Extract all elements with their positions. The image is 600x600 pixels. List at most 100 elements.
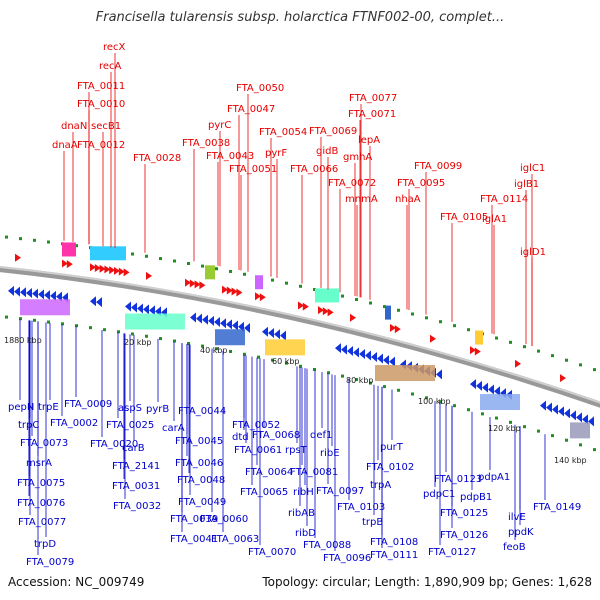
reverse-gene-label: FTA_0079	[26, 557, 74, 568]
gene-block	[265, 339, 305, 356]
tick-dot	[61, 322, 64, 326]
tick-dot	[103, 328, 106, 332]
gene-block	[255, 275, 263, 290]
forward-gene-arrow	[350, 313, 356, 322]
tick-dot	[271, 358, 274, 362]
forward-gene-arrow	[66, 260, 73, 269]
tick-dot	[313, 367, 316, 371]
reverse-gene-label: FTA_0049	[178, 497, 226, 508]
forward-gene-label: FTA_0105	[440, 212, 488, 223]
tick-dot	[509, 340, 512, 344]
kbp-tick-label: 60 kbp	[272, 357, 300, 366]
tick-dot	[5, 235, 8, 239]
tick-dot	[215, 267, 218, 271]
reverse-gene-label: FTA_0044	[178, 406, 226, 417]
reverse-gene-label: FTA_0097	[316, 486, 364, 497]
tick-dot	[537, 429, 540, 433]
reverse-gene-label: trpC	[18, 420, 39, 431]
tick-dot	[131, 332, 134, 336]
tick-dot	[47, 320, 50, 324]
forward-gene-label: recX	[103, 42, 126, 53]
tick-dot	[299, 364, 302, 368]
forward-gene-label: pyrF	[265, 148, 287, 159]
forward-gene-label: FTA_0012	[77, 140, 125, 151]
tick-dot	[467, 408, 470, 412]
tick-dot	[481, 412, 484, 416]
reverse-gene-label: FTA_0031	[112, 481, 160, 492]
reverse-gene-label: FTA_0070	[248, 547, 296, 558]
tick-dot	[523, 345, 526, 349]
reverse-gene-label: FTA_0063	[211, 534, 259, 545]
forward-gene-label: iglC1	[520, 163, 545, 174]
reverse-gene-arrow	[436, 369, 442, 380]
tick-dot	[285, 281, 288, 285]
tick-dot	[397, 388, 400, 392]
forward-gene-arrow	[255, 292, 261, 301]
reverse-gene-arrow	[131, 302, 137, 313]
reverse-gene-label: FTA_0065	[240, 487, 288, 498]
reverse-gene-arrow	[359, 349, 365, 360]
tick-dot	[579, 443, 582, 447]
reverse-gene-arrow	[262, 326, 268, 337]
reverse-gene-arrow	[14, 286, 20, 297]
tick-dot	[229, 269, 232, 273]
tick-dot	[341, 374, 344, 378]
tick-dot	[439, 320, 442, 324]
kbp-tick-label: 100 kbp	[418, 397, 451, 406]
reverse-gene-arrow	[56, 291, 62, 302]
reverse-gene-arrow	[190, 312, 196, 323]
forward-gene-label: pyrC	[208, 120, 231, 131]
reverse-gene-label: FTA_0068	[252, 430, 300, 441]
reverse-gene-arrow	[353, 347, 359, 358]
reverse-gene-label: trpE	[38, 402, 59, 413]
reverse-gene-label: FTA_0149	[533, 502, 581, 513]
tick-dot	[495, 416, 498, 420]
tick-dot	[201, 264, 204, 268]
reverse-gene-label: carA	[162, 423, 185, 434]
tick-dot	[355, 298, 358, 302]
forward-gene-arrow	[189, 279, 196, 288]
forward-gene-label: gidB	[316, 146, 338, 157]
tick-dot	[5, 315, 8, 319]
genome-summary: Topology: circular; Length: 1,890,909 bp…	[262, 575, 592, 589]
reverse-gene-arrow	[268, 327, 274, 338]
reverse-gene-label: FTA_0046	[175, 458, 223, 469]
reverse-gene-label: FTA_0076	[17, 498, 65, 509]
tick-dot	[145, 254, 148, 258]
forward-gene-label: iglB1	[514, 179, 539, 190]
forward-gene-label: dnaA	[52, 140, 78, 151]
reverse-gene-label: FTA_0081	[290, 467, 338, 478]
tick-dot	[495, 336, 498, 340]
reverse-gene-arrow	[208, 315, 214, 326]
reverse-gene-label: ilvE	[508, 512, 526, 523]
reverse-gene-arrow	[232, 320, 238, 331]
reverse-gene-arrow	[576, 412, 582, 423]
reverse-gene-arrow	[226, 319, 232, 330]
reverse-gene-label: dtd	[232, 432, 249, 443]
forward-gene-label: FTA_0099	[414, 161, 462, 172]
forward-gene-arrow	[114, 266, 120, 275]
reverse-gene-arrow	[149, 305, 155, 316]
tick-dot	[383, 305, 386, 309]
reverse-gene-arrow	[50, 290, 56, 301]
tick-dot	[509, 420, 512, 424]
forward-gene-arrow	[185, 278, 191, 287]
forward-gene-arrow	[236, 288, 243, 297]
forward-gene-arrow	[231, 287, 238, 296]
tick-dot	[593, 368, 596, 372]
reverse-gene-label: FTA_0025	[106, 420, 154, 431]
forward-gene-label: FTA_0043	[206, 151, 254, 162]
reverse-gene-arrow	[32, 288, 38, 299]
reverse-gene-arrow	[244, 322, 250, 333]
forward-gene-label: FTA_0066	[290, 164, 338, 175]
gene-block	[20, 299, 70, 316]
reverse-gene-label: FTA_2141	[112, 461, 160, 472]
tick-dot	[243, 352, 246, 356]
forward-gene-arrow	[318, 306, 324, 315]
tick-dot	[257, 355, 260, 359]
reverse-gene-arrow	[476, 380, 482, 391]
reverse-gene-label: FTA_0075	[17, 478, 65, 489]
forward-gene-arrow	[327, 308, 334, 317]
reverse-gene-label: FTA_0020	[90, 439, 138, 450]
reverse-gene-label: trpB	[362, 517, 383, 528]
